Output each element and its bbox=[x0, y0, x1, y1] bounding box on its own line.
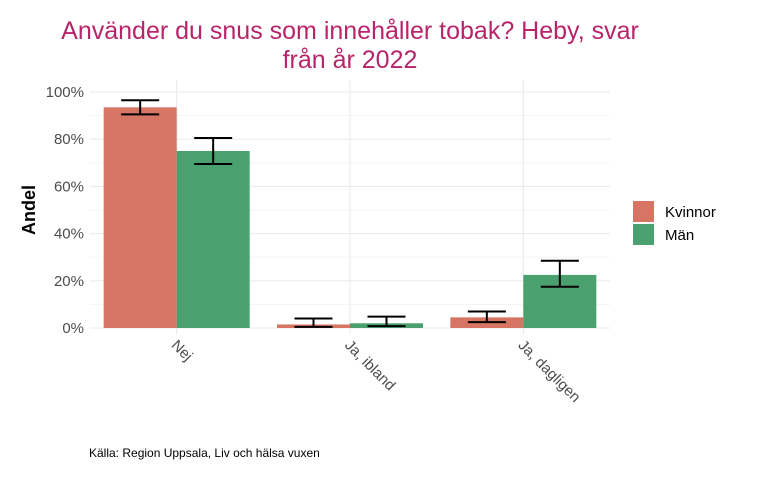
bar bbox=[103, 107, 177, 328]
chart-caption: Källa: Region Uppsala, Liv och hälsa vux… bbox=[89, 446, 320, 460]
legend-label: Män bbox=[665, 227, 694, 244]
chart-title-line-1: Använder du snus som innehåller tobak? H… bbox=[61, 17, 639, 45]
x-tick-labels: Nej Ja, ibland Ja, dagligen bbox=[168, 337, 584, 406]
y-tick-label: 60% bbox=[54, 178, 84, 195]
legend-key bbox=[633, 201, 654, 222]
y-axis-label: Andel bbox=[19, 185, 39, 235]
y-tick-labels: 0% 20% 40% 60% 80% 100% bbox=[46, 84, 84, 337]
x-tick-label: Ja, ibland bbox=[341, 337, 398, 394]
error-bars bbox=[121, 99, 579, 328]
x-tick-label: Ja, dagligen bbox=[515, 337, 584, 406]
y-tick-label: 40% bbox=[54, 226, 84, 243]
chart-title-line-2: från år 2022 bbox=[283, 46, 418, 74]
x-tick-label: Nej bbox=[168, 337, 196, 365]
y-tick-label: 20% bbox=[54, 273, 84, 290]
legend-key bbox=[633, 224, 654, 245]
y-tick-label: 80% bbox=[54, 131, 84, 148]
y-tick-label: 0% bbox=[62, 320, 84, 337]
legend-label: Kvinnor bbox=[665, 204, 716, 221]
bar bbox=[176, 151, 250, 328]
legend: Kvinnor Män bbox=[633, 201, 716, 245]
y-tick-label: 100% bbox=[46, 84, 84, 101]
